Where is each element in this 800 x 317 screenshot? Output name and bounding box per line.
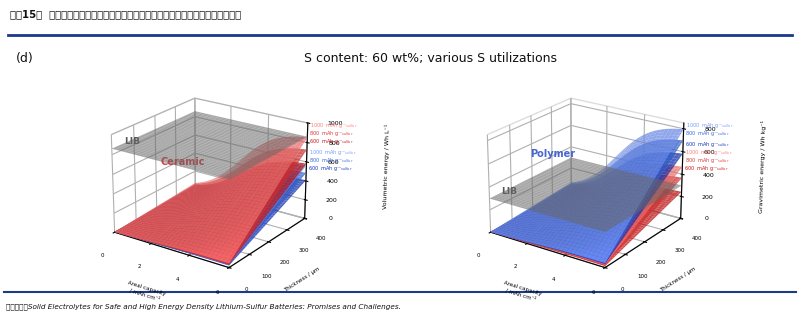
Text: S content: 60 wt%; various S utilizations: S content: 60 wt%; various S utilization… (304, 52, 557, 65)
X-axis label: Areal capacity
/ mAh cm⁻²: Areal capacity / mAh cm⁻² (501, 281, 542, 303)
Y-axis label: Thickness / μm: Thickness / μm (283, 266, 321, 293)
X-axis label: Areal capacity
/ mAh cm⁻²: Areal capacity / mAh cm⁻² (125, 281, 166, 303)
Y-axis label: Thickness / μm: Thickness / μm (659, 266, 697, 293)
Text: 资料来源：Solid Electrolytes for Safe and High Energy Density Lithium-Sulfur Batterie: 资料来源：Solid Electrolytes for Safe and Hig… (6, 304, 402, 310)
Text: 图表15：  不同条件下，固态锂硫电池和常规锂离子电池的体积、质量能量密度比较: 图表15： 不同条件下，固态锂硫电池和常规锂离子电池的体积、质量能量密度比较 (10, 9, 241, 19)
Text: (d): (d) (16, 52, 34, 65)
